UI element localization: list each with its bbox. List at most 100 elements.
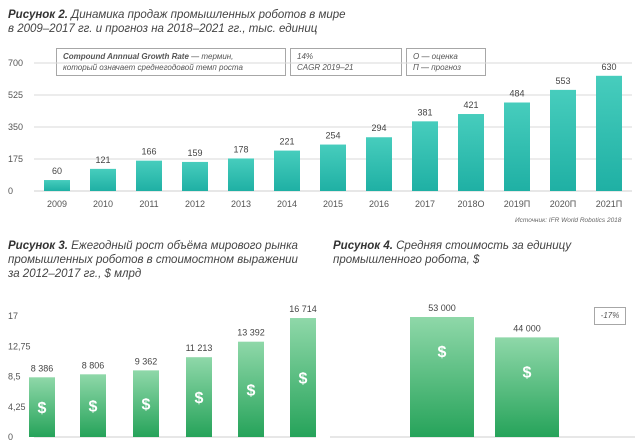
fig2-title-line1: Динамика продаж промышленных роботов в м… bbox=[67, 9, 346, 21]
bar-2017 bbox=[290, 318, 316, 437]
legend-term-line1: — термин, bbox=[188, 52, 234, 61]
fig3-bar-chart: 0 4,25 8,5 12,75 17 8 386 $8 806 $9 362 $11 213 $… bbox=[8, 304, 317, 442]
legend-cagr-percent: 14% bbox=[297, 52, 314, 61]
bar-value-label: 178 bbox=[233, 144, 248, 154]
bar-1 bbox=[410, 317, 474, 437]
x-tick-label: 2021П bbox=[596, 199, 623, 209]
fig2-bar-chart: 0 175 350 525 700 60 2009 121 2010 166 2011 159 2012… bbox=[8, 58, 632, 209]
legend-marks: О — оценка П — прогноз bbox=[406, 48, 486, 76]
x-tick-label: 2019П bbox=[504, 199, 531, 209]
fig3-title-line2: промышленных роботов в стоимостном выраж… bbox=[8, 254, 298, 266]
bar-2010 bbox=[90, 168, 116, 191]
y-tick-label: 525 bbox=[8, 90, 23, 100]
y-tick-label: 700 bbox=[8, 58, 23, 68]
y-tick-label: 4,25 bbox=[8, 402, 26, 412]
bar-2014 bbox=[133, 370, 159, 437]
bar-2 bbox=[495, 337, 559, 437]
bar-value-label: 13 392 bbox=[237, 328, 265, 338]
bar-value-label: 121 bbox=[95, 155, 110, 165]
bar-value-label: 553 bbox=[555, 76, 570, 86]
y-tick-label: 350 bbox=[8, 122, 23, 132]
bar-2011 bbox=[136, 160, 162, 191]
legend-mark-forecast: П — прогноз bbox=[413, 62, 461, 72]
fig3-title-label: Рисунок 3. bbox=[8, 240, 68, 252]
dollar-icon: $ bbox=[523, 364, 532, 381]
x-tick-label: 2020П bbox=[550, 199, 577, 209]
bar-value-label: 294 bbox=[371, 123, 386, 133]
bar-2013 bbox=[228, 158, 254, 191]
bar-2015 bbox=[186, 357, 212, 437]
dollar-icon: $ bbox=[38, 400, 47, 417]
fig2-source: Источник: IFR World Robotics 2018 bbox=[515, 217, 622, 224]
x-tick-label: 2013 bbox=[231, 199, 251, 209]
bar-value-label: 9 362 bbox=[135, 356, 158, 366]
bar-value-label: 254 bbox=[325, 131, 340, 141]
bar-value-label: 484 bbox=[509, 88, 524, 98]
y-tick-label: 175 bbox=[8, 154, 23, 164]
legend-cagr-value: 14% CAGR 2019–21 bbox=[290, 48, 402, 76]
dollar-icon: $ bbox=[142, 397, 151, 414]
bar-value-label: 8 806 bbox=[82, 360, 105, 370]
x-tick-label: 2015 bbox=[323, 199, 343, 209]
x-tick-label: 2009 bbox=[47, 199, 67, 209]
legend-term: Compound Annnual Growth Rate bbox=[63, 52, 189, 61]
x-tick-label: 2014 bbox=[277, 199, 297, 209]
x-tick-label: 2016 bbox=[369, 199, 389, 209]
fig4-title-line2: промышленного робота, $ bbox=[333, 254, 480, 266]
fig2-title-label: Рисунок 2. bbox=[8, 9, 68, 21]
fig4-title-label: Рисунок 4. bbox=[333, 240, 393, 252]
bar-2016 bbox=[238, 341, 264, 437]
bar-2018О bbox=[458, 114, 484, 191]
x-tick-label: 2017 bbox=[415, 199, 435, 209]
bar-2013 bbox=[80, 374, 106, 437]
x-tick-label: 2010 bbox=[93, 199, 113, 209]
y-tick-label: 17 bbox=[8, 311, 18, 321]
fig4-title-line1: Средняя стоимость за единицу bbox=[392, 240, 572, 252]
bar-value-label: 16 714 bbox=[289, 304, 317, 314]
bar-2019П bbox=[504, 102, 530, 191]
fig4-bar-chart: 53 000 $44 000 $ bbox=[330, 303, 635, 438]
legend-term-line2: который означает среднегодовой темп рост… bbox=[63, 62, 243, 72]
bar-value-label: 166 bbox=[141, 147, 156, 157]
dollar-icon: $ bbox=[247, 382, 256, 399]
x-tick-label: 2011 bbox=[139, 199, 158, 209]
bar-2015 bbox=[320, 144, 346, 191]
legend-mark-estimate: О — оценка bbox=[413, 52, 458, 61]
dollar-icon: $ bbox=[89, 399, 98, 416]
bar-2021П bbox=[596, 75, 622, 191]
bar-value-label: 53 000 bbox=[428, 303, 456, 313]
y-tick-label: 0 bbox=[8, 186, 13, 196]
bar-value-label: 11 213 bbox=[186, 343, 213, 353]
fig4-title: Рисунок 4. Средняя стоимость за единицу … bbox=[333, 239, 571, 267]
y-tick-label: 12,75 bbox=[8, 341, 31, 351]
fig3-title-line3: за 2012–2017 гг., $ млрд bbox=[8, 268, 142, 280]
legend-cagr-definition: Compound Annnual Growth Rate — термин, к… bbox=[56, 48, 286, 76]
bar-value-label: 421 bbox=[463, 100, 478, 110]
dollar-icon: $ bbox=[438, 344, 447, 361]
x-tick-label: 2018О bbox=[457, 199, 484, 209]
fig2-title: Рисунок 2. Динамика продаж промышленных … bbox=[8, 8, 346, 36]
y-tick-label: 8,5 bbox=[8, 372, 21, 382]
bar-2014 bbox=[274, 150, 300, 191]
bar-value-label: 630 bbox=[601, 62, 616, 72]
bar-2009 bbox=[44, 180, 70, 191]
dollar-icon: $ bbox=[299, 371, 308, 388]
bar-2012 bbox=[29, 377, 55, 437]
fig2-title-line2: в 2009–2017 гг. и прогноз на 2018–2021 г… bbox=[8, 23, 318, 35]
dollar-icon: $ bbox=[195, 390, 204, 407]
bar-value-label: 159 bbox=[187, 148, 202, 158]
bar-value-label: 381 bbox=[417, 107, 432, 117]
legend-cagr-period: CAGR 2019–21 bbox=[297, 62, 354, 72]
fig4-change-badge: -17% bbox=[594, 307, 626, 325]
fig3-title-line1: Ежегодный рост объёма мирового рынка bbox=[67, 240, 298, 252]
bar-2020П bbox=[550, 89, 576, 191]
bar-value-label: 8 386 bbox=[31, 363, 54, 373]
fig3-title: Рисунок 3. Ежегодный рост объёма мировог… bbox=[8, 239, 298, 281]
bar-value-label: 60 bbox=[52, 166, 62, 176]
bar-2017 bbox=[412, 121, 438, 191]
bar-value-label: 221 bbox=[279, 137, 294, 147]
x-tick-label: 2012 bbox=[185, 199, 205, 209]
bar-value-label: 44 000 bbox=[513, 323, 541, 333]
bar-2016 bbox=[366, 137, 392, 191]
y-tick-label: 0 bbox=[8, 432, 13, 442]
